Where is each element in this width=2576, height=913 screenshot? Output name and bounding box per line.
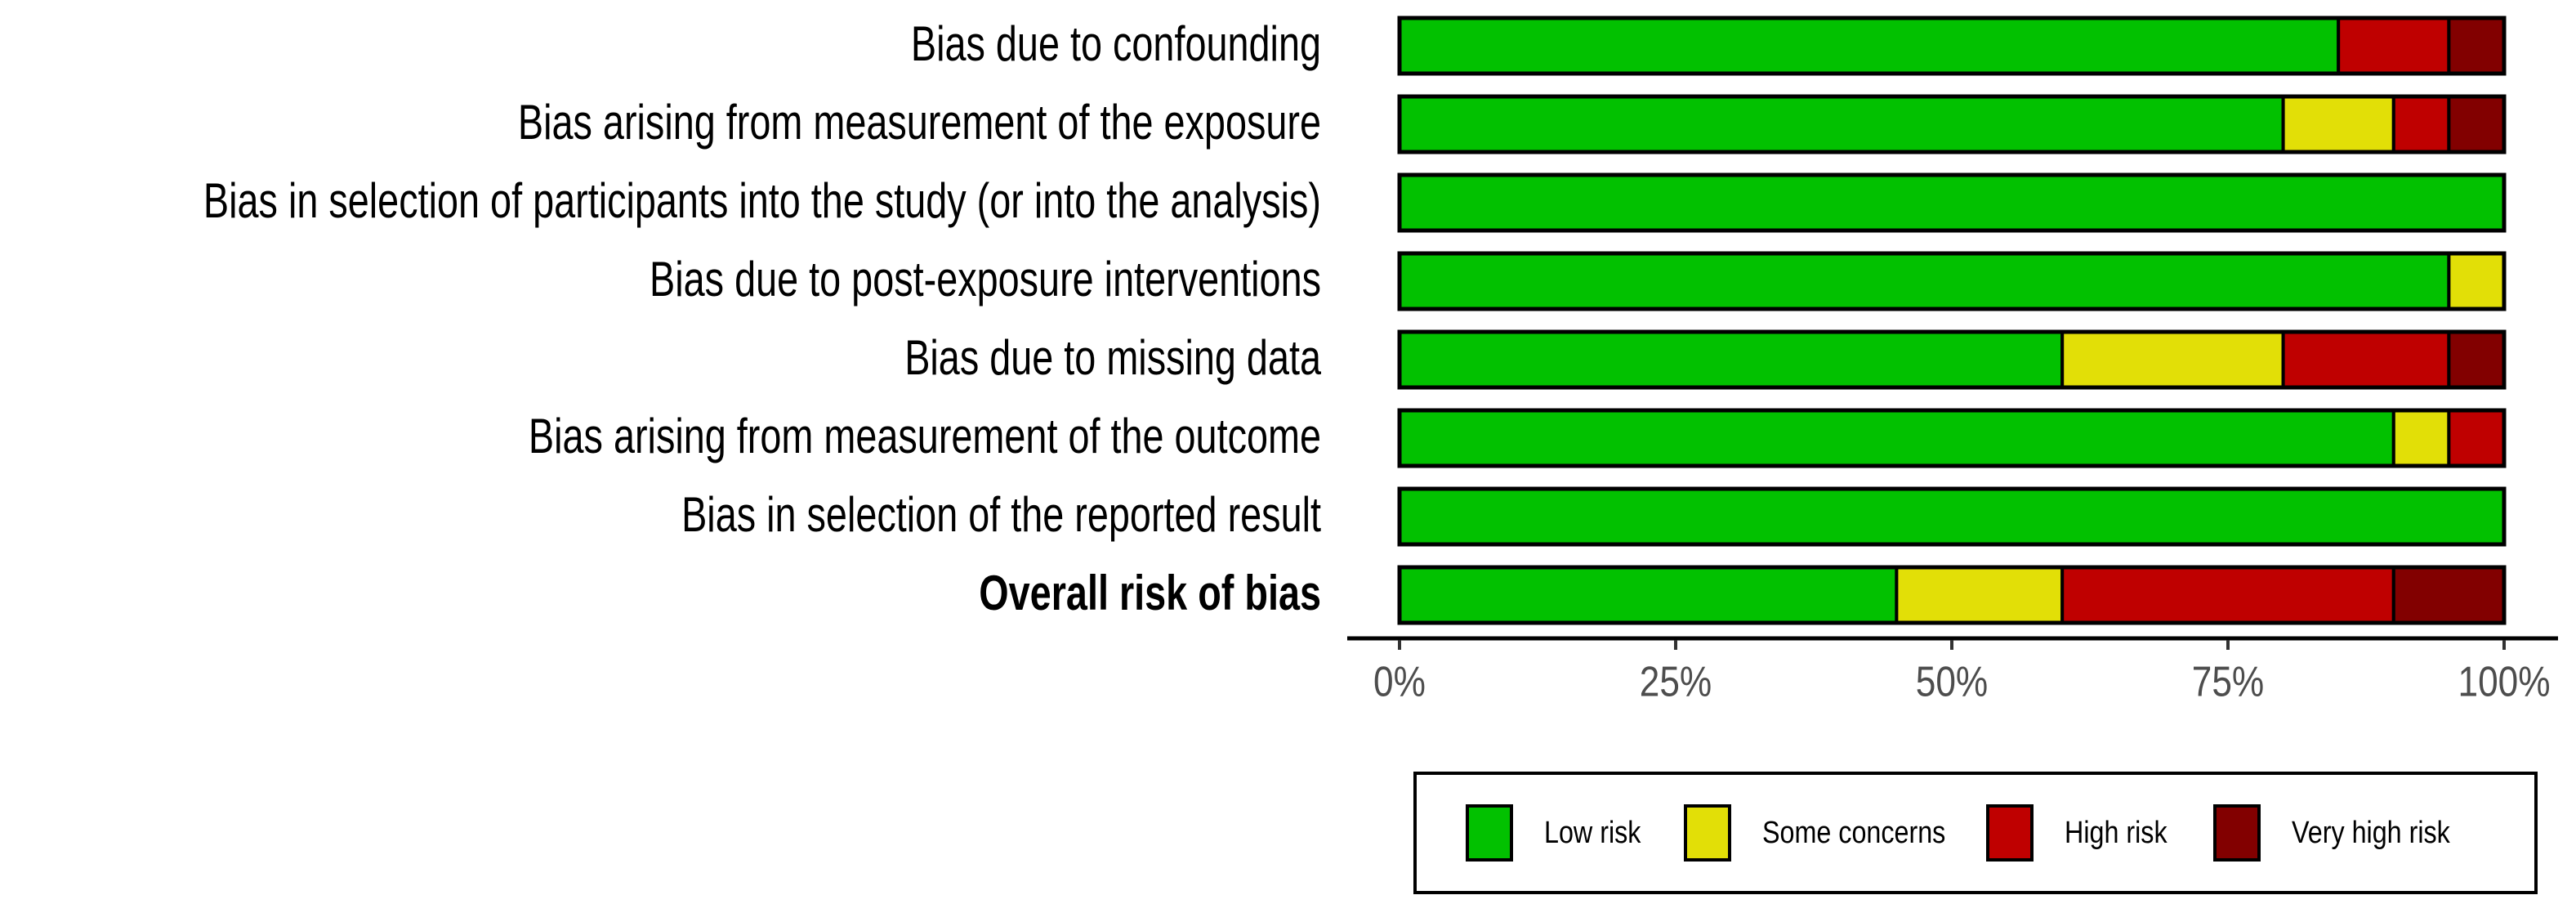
bar-segment <box>2391 409 2451 468</box>
bar-segment <box>1398 16 2341 75</box>
legend-box <box>1413 772 2538 894</box>
bar-segment <box>2281 95 2395 154</box>
category-label: Bias due to confounding <box>911 16 1321 71</box>
x-tick-label: 50% <box>1916 658 1988 705</box>
bar-segment <box>2281 330 2451 389</box>
x-tick-group: 25% <box>1640 658 1712 705</box>
bar-segment <box>2391 95 2451 154</box>
bar-outline <box>1397 565 2507 625</box>
bar-segment <box>1895 566 2065 624</box>
bar-segment <box>2447 16 2506 75</box>
bar-segment <box>2447 409 2506 468</box>
bar-segment <box>1398 330 2065 389</box>
legend-swatch <box>1684 804 1731 862</box>
category-label: Bias due to missing data <box>904 330 1321 385</box>
legend-swatch <box>1466 804 1513 862</box>
category-label: Overall risk of bias <box>979 566 1321 620</box>
legend-entry: Some concerns <box>1762 816 1945 850</box>
bar-segment <box>1398 252 2451 311</box>
category-label: Bias in selection of the reported result <box>681 487 1321 542</box>
legend-entry: Low risk <box>1544 816 1641 850</box>
bar-outline <box>1397 172 2507 233</box>
legend-entry: High risk <box>2065 816 2168 850</box>
bar-outline <box>1397 329 2507 390</box>
bar-segment <box>2447 95 2506 154</box>
bar-outline <box>1397 94 2507 154</box>
bar-segment <box>1398 173 2506 232</box>
category-label: Bias arising from measurement of the exp… <box>518 95 1321 150</box>
legend-label: Very high risk <box>2292 816 2450 850</box>
legend-label: Some concerns <box>1762 816 1945 850</box>
category-label: Bias due to post-exposure interventions <box>650 252 1321 307</box>
x-tick-label: 100% <box>2458 658 2550 705</box>
category-label: Bias arising from measurement of the out… <box>529 409 1321 463</box>
x-tick-label: 0% <box>1373 658 1426 705</box>
bar-segment <box>2060 330 2285 389</box>
bar-outline <box>1397 486 2507 547</box>
legend-label: High risk <box>2065 816 2168 850</box>
legend-entry: Very high risk <box>2292 816 2450 850</box>
category-labels: Bias due to confounding Bias arising from… <box>203 16 1321 620</box>
legend-swatch <box>2213 804 2261 862</box>
bar-outline <box>1397 408 2507 468</box>
x-tick-label: 75% <box>2192 658 2264 705</box>
bar-segment <box>2337 16 2451 75</box>
x-tick-label: 25% <box>1640 658 1712 705</box>
bar-segment <box>2447 330 2506 389</box>
x-tick-group: 100% <box>2458 658 2550 705</box>
bar-segment <box>2060 566 2395 624</box>
x-tick-group: 50% <box>1916 658 1988 705</box>
legend-label: Low risk <box>1544 816 1641 850</box>
bar-segment <box>2391 566 2507 624</box>
x-tick-group: 0% <box>1373 658 1426 705</box>
category-label: Bias in selection of participants into t… <box>203 173 1321 228</box>
bar-segment <box>1398 566 1899 624</box>
x-tick-group: 75% <box>2192 658 2264 705</box>
bar-outline <box>1397 16 2507 76</box>
bar-segment <box>1398 487 2506 546</box>
bar-segment <box>1398 95 2285 154</box>
bar-segment <box>1398 409 2395 468</box>
bar-segment <box>2447 252 2506 311</box>
bar-outline <box>1397 251 2507 311</box>
legend-swatch <box>1986 804 2034 862</box>
